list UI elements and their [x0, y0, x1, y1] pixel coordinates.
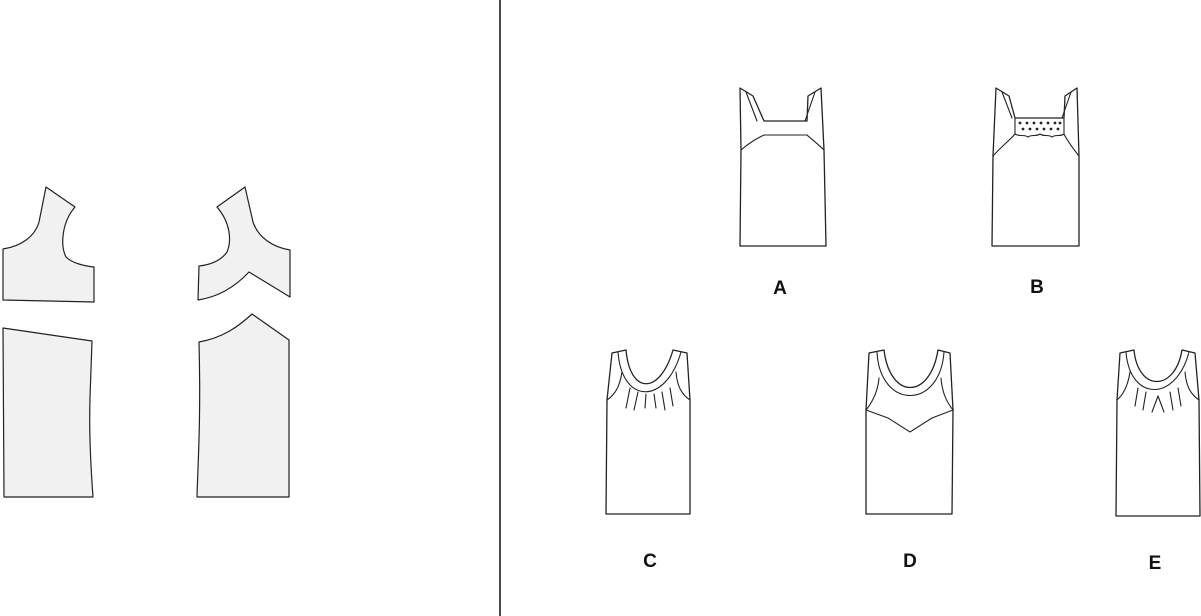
contrast-yoke-piece	[197, 186, 291, 301]
view-label-c: C	[643, 551, 657, 572]
view-label-e: E	[1149, 553, 1162, 574]
view-c-illustration	[605, 349, 691, 515]
view-label-a: A	[773, 278, 787, 299]
pattern-pieces-panel	[2, 186, 291, 498]
view-b-illustration	[991, 87, 1080, 247]
contrast-body-piece	[196, 313, 290, 498]
view-d-illustration	[865, 349, 954, 515]
view-label-b: B	[1030, 277, 1044, 298]
view-e-illustration	[1115, 349, 1201, 517]
garment-views-panel: A B C D E	[605, 87, 1201, 574]
view-label-d: D	[903, 551, 917, 572]
view-a-illustration	[739, 87, 827, 247]
front-body-piece	[2, 327, 94, 498]
front-yoke-piece	[2, 186, 95, 303]
